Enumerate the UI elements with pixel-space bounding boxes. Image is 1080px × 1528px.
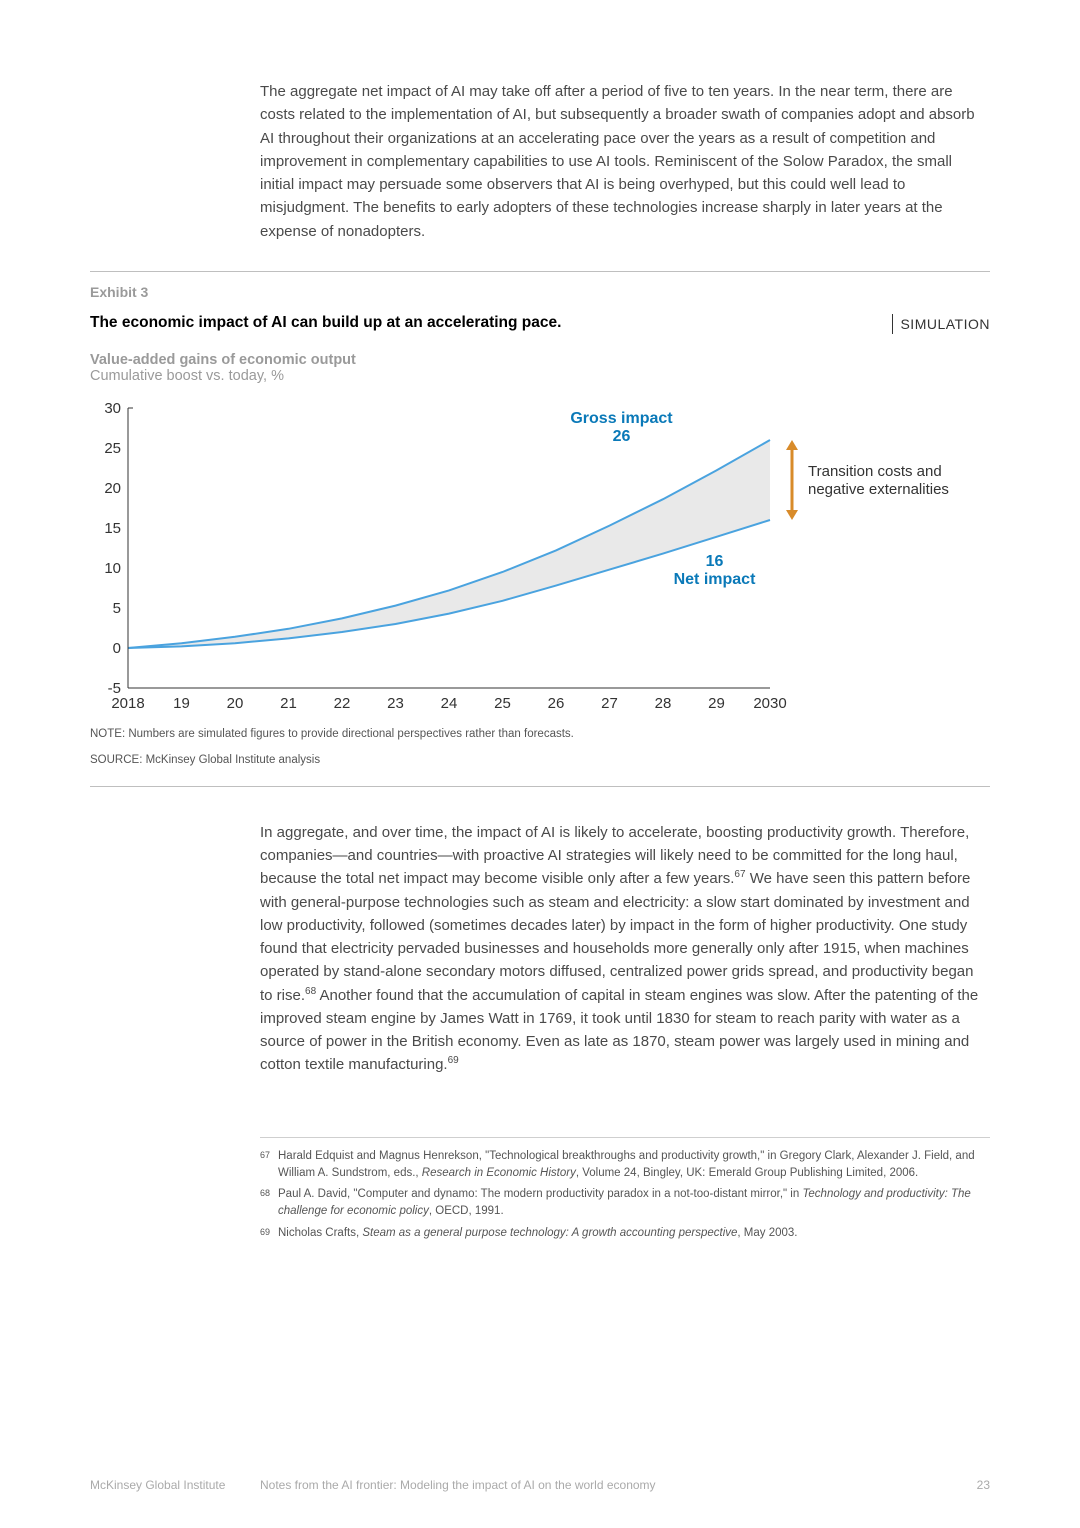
footnote-num: 68 — [260, 1186, 278, 1221]
exhibit-title: The economic impact of AI can build up a… — [90, 314, 561, 331]
svg-text:25: 25 — [104, 440, 121, 457]
footnote-divider — [260, 1137, 990, 1138]
svg-text:30: 30 — [104, 400, 121, 417]
body-text-mid: We have seen this pattern before with ge… — [260, 870, 973, 1003]
simulation-tag: SIMULATION — [892, 314, 990, 334]
footnote-post: , Volume 24, Bingley, UK: Emerald Group … — [576, 1167, 918, 1179]
svg-text:5: 5 — [113, 600, 121, 617]
svg-text:20: 20 — [227, 695, 244, 712]
footnote-69: 69 Nicholas Crafts, Steam as a general p… — [260, 1225, 990, 1242]
svg-text:26: 26 — [548, 695, 565, 712]
svg-text:24: 24 — [441, 695, 458, 712]
exhibit-label: Exhibit 3 — [90, 284, 990, 300]
svg-text:0: 0 — [113, 640, 121, 657]
divider-top — [90, 271, 990, 272]
exhibit-subtitle-2: Cumulative boost vs. today, % — [90, 368, 990, 384]
footnote-ref-67: 67 — [734, 869, 745, 880]
footnote-post: , OECD, 1991. — [429, 1205, 504, 1217]
svg-text:25: 25 — [494, 695, 511, 712]
svg-text:10: 10 — [104, 560, 121, 577]
footnote-ref-69: 69 — [448, 1055, 459, 1066]
svg-text:Transition costs and: Transition costs and — [808, 463, 942, 480]
svg-text:2030: 2030 — [753, 695, 786, 712]
svg-text:28: 28 — [655, 695, 672, 712]
footnote-num: 69 — [260, 1225, 278, 1242]
footnote-em: Research in Economic History — [422, 1167, 576, 1179]
divider-bottom — [90, 786, 990, 787]
svg-text:29: 29 — [708, 695, 725, 712]
svg-text:2018: 2018 — [111, 695, 144, 712]
footnote-pre: Paul A. David, "Computer and dynamo: The… — [278, 1188, 802, 1200]
svg-text:27: 27 — [601, 695, 618, 712]
svg-text:16: 16 — [706, 553, 724, 570]
svg-text:negative externalities: negative externalities — [808, 481, 949, 498]
page-footer: McKinsey Global Institute Notes from the… — [90, 1478, 990, 1492]
exhibit-block: Exhibit 3 The economic impact of AI can … — [90, 284, 990, 766]
footnote-text: Paul A. David, "Computer and dynamo: The… — [278, 1186, 990, 1221]
footnote-em: Steam as a general purpose technology: A… — [362, 1227, 737, 1239]
exhibit-subtitle-1: Value-added gains of economic output — [90, 352, 990, 368]
chart-container: -505101520253020181920212223242526272829… — [90, 398, 990, 718]
intro-paragraph: The aggregate net impact of AI may take … — [260, 80, 990, 243]
footer-title: Notes from the AI frontier: Modeling the… — [260, 1478, 977, 1492]
footer-page: 23 — [977, 1478, 990, 1492]
svg-text:19: 19 — [173, 695, 190, 712]
body-paragraph: In aggregate, and over time, the impact … — [260, 821, 990, 1077]
body-text-post: Another found that the accumulation of c… — [260, 987, 978, 1074]
svg-text:23: 23 — [387, 695, 404, 712]
footnotes-block: 67 Harald Edquist and Magnus Henrekson, … — [260, 1148, 990, 1242]
exhibit-note: NOTE: Numbers are simulated figures to p… — [90, 728, 990, 740]
footnote-post: , May 2003. — [737, 1227, 797, 1239]
footnote-67: 67 Harald Edquist and Magnus Henrekson, … — [260, 1148, 990, 1183]
svg-text:15: 15 — [104, 520, 121, 537]
chart-svg: -505101520253020181920212223242526272829… — [90, 398, 990, 718]
svg-text:22: 22 — [334, 695, 351, 712]
footnote-text: Harald Edquist and Magnus Henrekson, "Te… — [278, 1148, 990, 1183]
svg-text:26: 26 — [613, 428, 631, 445]
footnote-ref-68: 68 — [305, 986, 316, 997]
svg-text:Gross impact: Gross impact — [570, 410, 673, 427]
svg-text:21: 21 — [280, 695, 297, 712]
footnote-text: Nicholas Crafts, Steam as a general purp… — [278, 1225, 798, 1242]
svg-text:20: 20 — [104, 480, 121, 497]
footnote-num: 67 — [260, 1148, 278, 1183]
exhibit-source: SOURCE: McKinsey Global Institute analys… — [90, 754, 990, 766]
footnote-68: 68 Paul A. David, "Computer and dynamo: … — [260, 1186, 990, 1221]
footer-org: McKinsey Global Institute — [90, 1478, 260, 1492]
footnote-pre: Nicholas Crafts, — [278, 1227, 362, 1239]
svg-text:Net impact: Net impact — [674, 571, 756, 588]
